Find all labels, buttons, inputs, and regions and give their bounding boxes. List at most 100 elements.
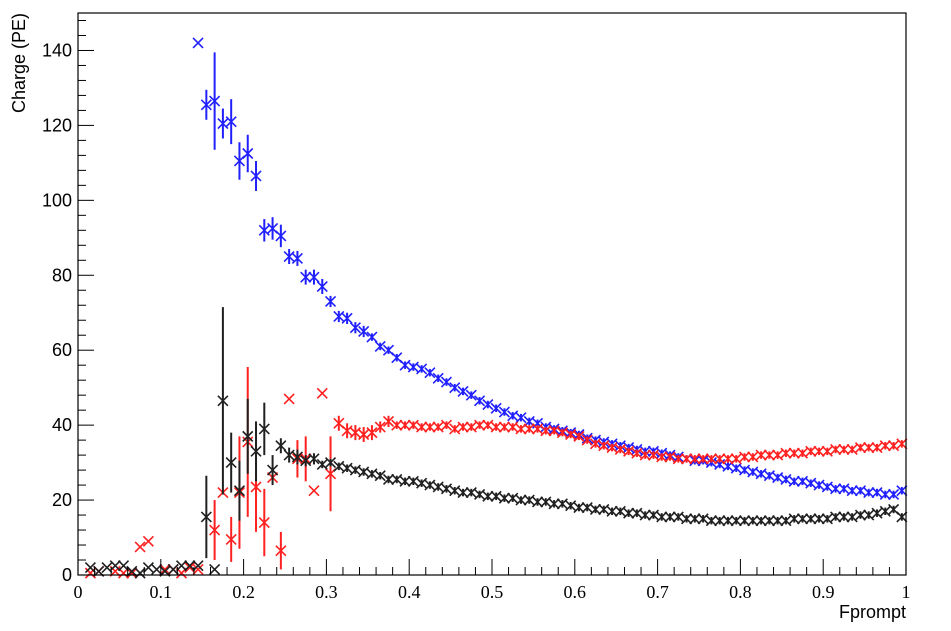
data-point [581,501,593,514]
data-point [209,95,221,107]
data-point [84,567,96,579]
data-point [440,376,453,388]
data-point [432,481,444,493]
data-point [846,443,858,456]
data-point [531,496,544,508]
data-point [399,359,411,371]
data-point [349,322,361,334]
data-point [871,487,883,499]
data-point [813,479,825,491]
data-point [117,560,130,572]
data-point [474,488,486,501]
data-point [358,325,370,338]
data-point [697,453,709,465]
data-series-2 [84,367,908,579]
data-point [275,230,287,242]
data-point [863,509,875,521]
data-point [656,511,668,523]
data-point [780,515,792,527]
data-point [722,515,734,527]
x-tick-label: 0.2 [232,582,255,602]
y-tick-label: 140 [42,40,72,60]
data-point [780,447,792,459]
data-point [142,535,154,547]
data-point [283,449,295,461]
data-point [333,460,345,472]
x-tick-label: 0.9 [812,582,835,602]
data-point [772,515,784,527]
data-point [689,453,701,465]
data-point [275,440,287,452]
data-point [515,494,527,506]
data-point [291,252,303,264]
data-point [854,442,867,454]
data-point [498,492,510,504]
data-point [258,423,270,435]
data-point [639,449,651,461]
data-point [209,563,221,575]
data-point [474,395,486,407]
data-point [416,421,428,433]
data-point [498,406,510,418]
data-point [589,438,602,450]
data-point [250,170,262,182]
data-point [639,509,651,521]
data-point [399,419,411,431]
data-point [614,443,626,456]
data-point [349,427,361,439]
data-point [225,533,237,545]
data-point [366,331,378,343]
data-point [432,421,444,433]
data-point [291,451,303,463]
data-point [871,507,883,519]
data-point [184,560,196,572]
data-point [109,560,121,572]
data-point [672,453,684,465]
x-tick-label: 0.4 [398,582,421,602]
data-point [805,445,817,457]
data-point [689,513,701,525]
data-point [838,443,850,456]
data-point [705,515,717,527]
data-point [507,410,519,422]
data-point [515,423,527,435]
data-point [565,500,577,512]
data-point [796,513,809,525]
data-point [846,511,858,523]
data-point [813,513,825,525]
x-tick-label: 0.1 [150,582,173,602]
x-tick-label: 0.8 [729,582,752,602]
data-point [250,445,262,457]
data-point [738,515,751,527]
y-tick-label: 120 [42,115,72,135]
data-point [846,485,858,497]
data-point [573,430,585,442]
data-point [490,402,502,414]
data-point [391,419,403,431]
data-point [805,477,817,489]
data-point [598,503,610,515]
axes: 0 0.1 0.2 0.3 0.4 0.5 0.6 0.7 0.8 0.9 1 0 20 40 60 80 10… [42,19,911,602]
data-point [821,481,833,493]
data-point [449,485,461,497]
data-point [772,449,784,461]
x-tick-label: 0 [74,582,83,602]
y-tick-label: 60 [52,340,72,360]
data-point [225,457,237,469]
data-point [258,516,270,529]
data-point [738,464,751,476]
data-point [656,447,668,459]
data-point [134,541,146,553]
y-tick-label: 0 [62,565,72,585]
data-point [705,453,717,465]
data-point [366,468,378,480]
data-point [192,560,204,572]
data-point [747,515,759,527]
data-point [888,440,900,452]
y-tick-label: 100 [42,190,72,210]
data-point [192,37,204,49]
data-point [217,117,229,130]
data-point [548,498,560,510]
data-point [515,412,527,424]
data-point [341,425,353,437]
